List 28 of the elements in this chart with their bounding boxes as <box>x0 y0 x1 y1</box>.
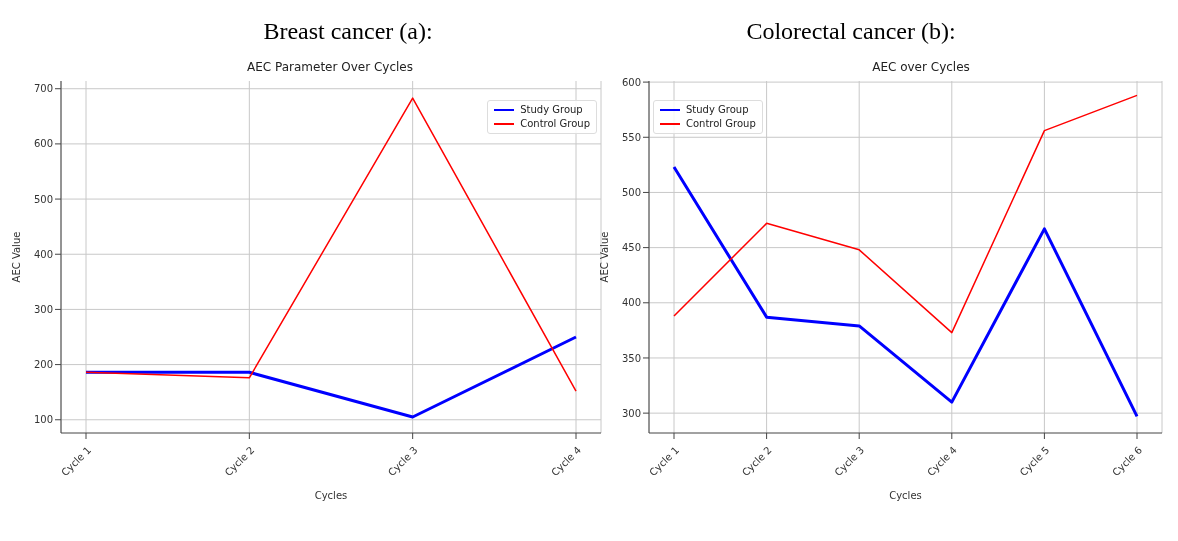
y-tick-label: 400 <box>33 248 53 260</box>
y-tick-label: 600 <box>33 138 53 150</box>
y-tick-label: 450 <box>621 242 641 254</box>
y-tick-label: 700 <box>33 83 53 95</box>
x-axis-title: Cycles <box>314 490 348 501</box>
y-tick-label: 200 <box>33 359 53 371</box>
chart-subtitle: AEC Parameter Over Cycles <box>246 60 414 74</box>
legend-label: Study Group <box>686 103 749 117</box>
y-tick-label: 300 <box>33 303 53 315</box>
chart-subtitle: AEC over Cycles <box>871 60 971 74</box>
y-tick-label: 550 <box>621 131 641 143</box>
y-tick-label: 500 <box>33 193 53 205</box>
y-tick-label: 600 <box>621 76 641 88</box>
chart-title: Colorectal cancer (b): <box>745 18 957 45</box>
legend-label: Control Group <box>520 117 590 131</box>
y-axis-title: AEC Value <box>598 231 610 283</box>
y-axis-title: AEC Value <box>10 231 22 283</box>
y-tick-label: 350 <box>621 352 641 364</box>
line-series <box>673 94 1138 334</box>
x-axis-title: Cycles <box>889 490 922 501</box>
y-tick-label: 500 <box>621 187 641 198</box>
y-tick-label: 100 <box>33 414 53 426</box>
legend-label: Study Group <box>520 103 583 117</box>
line-series <box>672 165 1139 418</box>
y-tick-label: 300 <box>621 407 641 419</box>
y-tick-label: 400 <box>621 297 641 309</box>
legend-label: Control Group <box>686 117 756 131</box>
chart-title: Breast cancer (a): <box>262 18 434 45</box>
